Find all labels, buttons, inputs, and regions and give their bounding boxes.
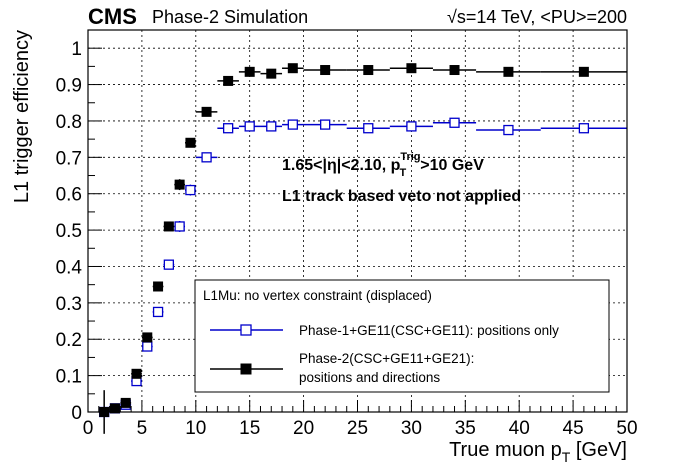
data-point <box>153 281 164 292</box>
axis-tick-labels: 0 5 10 15 20 25 30 35 40 45 50 0 0.1 0.2 0.3 0.4 0.5 0.6 0… <box>56 39 638 439</box>
data-point <box>363 65 374 76</box>
legend: L1Mu: no vertex constraint (displaced) P… <box>194 279 610 393</box>
data-point <box>244 121 255 132</box>
data-point <box>174 179 185 190</box>
data-point <box>406 121 417 132</box>
data-point <box>185 184 196 196</box>
x-tick-label: 30 <box>401 418 422 439</box>
x-tick-label: 35 <box>455 418 476 439</box>
x-tick-label: 0 <box>83 418 94 439</box>
x-tick-label: 50 <box>616 418 637 439</box>
y-tick-label: 1 <box>71 39 82 60</box>
x-tick-label: 10 <box>185 418 206 439</box>
data-point <box>266 121 277 132</box>
legend-box <box>194 279 610 393</box>
x-tick-label: 40 <box>509 418 530 439</box>
data-point <box>320 119 331 130</box>
y-axis-label: L1 trigger efficiency <box>11 30 33 203</box>
data-point <box>406 63 417 74</box>
selection-annotation: 1.65<|η|<2.10, pTrig T >10 GeV <box>282 151 484 179</box>
x-tick-label: 25 <box>347 418 368 439</box>
y-tick-label: 0.2 <box>56 330 82 351</box>
data-point <box>163 221 174 232</box>
y-tick-label: 0.8 <box>56 112 82 133</box>
data-point <box>222 123 234 134</box>
series-phase2 <box>98 63 627 434</box>
data-point <box>201 152 212 163</box>
data-point <box>449 65 460 76</box>
x-tick-label: 20 <box>293 418 314 439</box>
data-point <box>287 63 298 74</box>
axis-ticks <box>87 47 628 413</box>
data-point <box>131 368 142 379</box>
data-point <box>163 259 175 270</box>
annotation-prefix: 1.65<|η|<2.10, p <box>282 157 401 174</box>
data-point <box>287 119 298 130</box>
legend-header: L1Mu: no vertex constraint (displaced) <box>203 288 432 303</box>
data-point <box>174 221 185 232</box>
data-point <box>142 332 153 343</box>
x-axis-label: True muon pT [GeV] <box>449 439 627 465</box>
x-tick-label: 5 <box>137 418 148 439</box>
legend-marker-phase1 <box>240 324 252 336</box>
y-tick-label: 0.7 <box>56 148 82 169</box>
data-point <box>503 124 514 136</box>
x-tick-label: 15 <box>239 418 260 439</box>
x-axis-label-sub: T <box>562 449 571 465</box>
experiment-label: CMS <box>88 4 137 29</box>
annotation-suffix: >10 GeV <box>420 157 484 174</box>
data-point <box>185 137 196 148</box>
x-tick-label: 45 <box>563 418 584 439</box>
annotation-sup: Trig <box>400 151 420 163</box>
y-tick-label: 0.5 <box>56 221 82 242</box>
y-tick-label: 0.3 <box>56 294 82 315</box>
data-point <box>320 65 331 76</box>
y-tick-label: 0.9 <box>56 76 82 97</box>
y-tick-label: 0.1 <box>56 367 82 388</box>
data-point <box>244 66 255 77</box>
x-axis-label-main: True muon p <box>449 439 562 461</box>
annotation-sub: T <box>400 167 407 179</box>
data-point <box>266 68 277 79</box>
data-point <box>120 397 131 408</box>
energy-label: √s=14 TeV, <PU>=200 <box>447 7 627 27</box>
veto-annotation: L1 track based veto not applied <box>282 188 521 205</box>
data-point <box>152 306 164 318</box>
status-label: Phase-2 Simulation <box>152 7 308 27</box>
legend-entry-phase2-line1: Phase-2(CSC+GE11+GE21): <box>299 351 474 366</box>
data-point <box>109 403 120 414</box>
data-point <box>578 123 590 134</box>
y-tick-label: 0.6 <box>56 185 82 206</box>
y-tick-label: 0 <box>71 403 82 424</box>
legend-entry-phase1: Phase-1+GE11(CSC+GE11): positions only <box>299 323 559 338</box>
data-point <box>142 341 153 352</box>
data-point <box>578 66 589 77</box>
data-point <box>223 75 234 86</box>
data-point <box>503 66 514 77</box>
y-tick-label: 0.4 <box>56 257 83 278</box>
legend-entry-phase2-line2: positions and directions <box>299 370 440 385</box>
legend-marker-phase2 <box>240 363 252 375</box>
x-axis-label-unit: [GeV] <box>570 439 627 461</box>
data-series <box>98 63 627 434</box>
data-point <box>363 123 374 134</box>
data-point <box>449 117 460 128</box>
data-point <box>201 106 212 117</box>
